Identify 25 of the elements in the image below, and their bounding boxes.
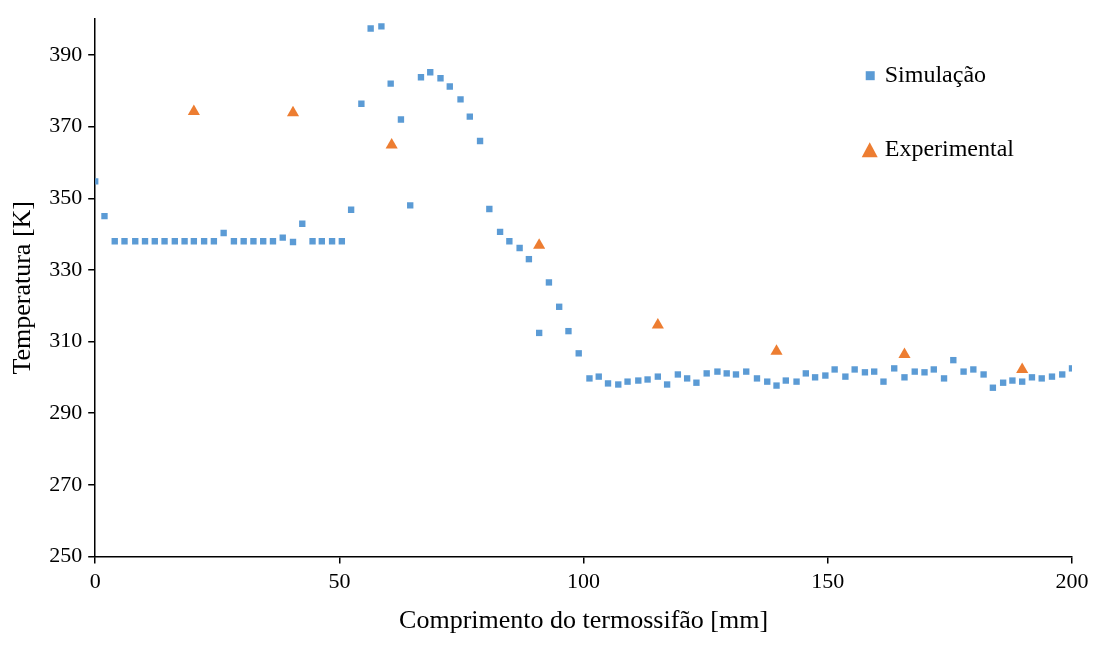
x-tick-label: 0 (89, 568, 101, 594)
y-tick-label: 390 (49, 40, 83, 66)
y-tick-label: 250 (49, 542, 83, 568)
legend-label: Experimental (884, 135, 1015, 162)
y-tick-label: 350 (49, 184, 83, 210)
point (651, 318, 664, 329)
legend-label: Simulação (884, 61, 987, 88)
y-tick-label: 290 (49, 398, 83, 424)
point (898, 347, 911, 358)
y-tick-label: 370 (49, 112, 83, 138)
x-tick-label: 100 (567, 568, 601, 594)
y-tick-label: 270 (49, 470, 83, 496)
point (533, 238, 546, 249)
point (770, 344, 783, 355)
point (1016, 362, 1029, 373)
y-axis-title: Temperatura [K] (7, 201, 37, 375)
x-tick-label: 150 (811, 568, 845, 594)
x-tick-label: 50 (328, 568, 351, 594)
point (187, 104, 200, 116)
x-tick-label: 200 (1055, 568, 1089, 594)
y-tick-label: 310 (49, 327, 83, 353)
point (385, 137, 398, 149)
y-tick-label: 330 (49, 255, 83, 281)
point (286, 105, 300, 117)
x-axis-title: Comprimento do termossifão [mm] (399, 605, 769, 635)
